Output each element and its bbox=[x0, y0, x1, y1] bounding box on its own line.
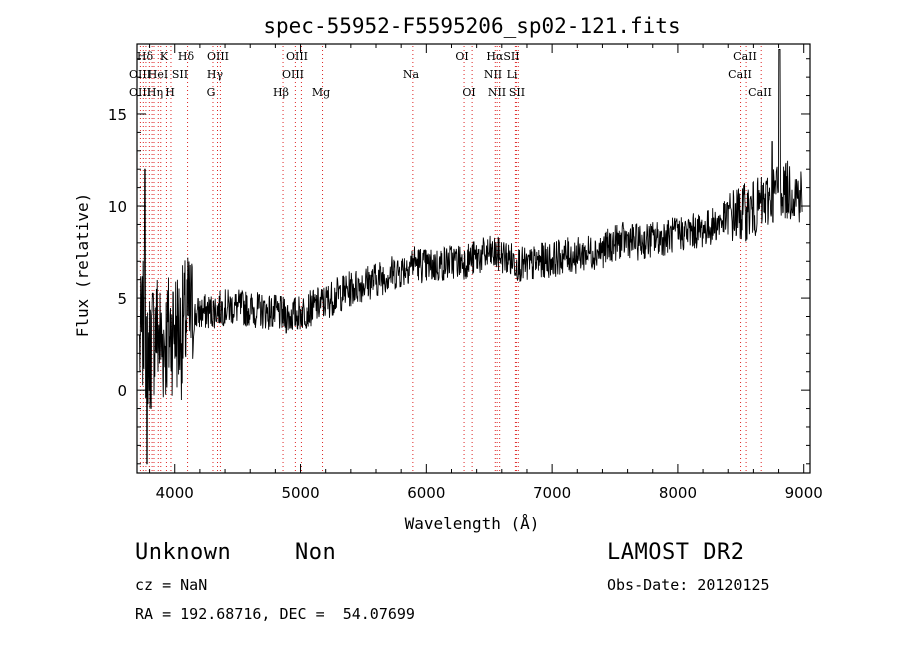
object-subclass: Non bbox=[295, 540, 337, 565]
line-label: Hβ bbox=[273, 86, 289, 99]
line-label: Hη bbox=[147, 86, 163, 99]
x-tick-label: 7000 bbox=[533, 484, 571, 502]
coordinates: RA = 192.68716, DEC = 54.07699 bbox=[135, 605, 415, 623]
line-label: Na bbox=[403, 68, 420, 81]
x-tick-label: 9000 bbox=[785, 484, 823, 502]
line-label: SII bbox=[509, 86, 525, 99]
line-label: G bbox=[207, 86, 216, 99]
x-axis-label: Wavelength (Å) bbox=[405, 514, 540, 533]
plot-frame bbox=[136, 43, 811, 474]
x-tick-label: 8000 bbox=[659, 484, 697, 502]
line-label: K bbox=[160, 50, 169, 63]
line-label: SII bbox=[172, 68, 188, 81]
line-label: CaII bbox=[728, 68, 752, 81]
y-tick-label: 15 bbox=[108, 106, 127, 124]
x-tick-label: 4000 bbox=[156, 484, 194, 502]
object-class: Unknown bbox=[135, 540, 232, 565]
line-label: Hγ bbox=[207, 68, 224, 81]
line-label: HαSII bbox=[486, 50, 519, 63]
y-axis: 0 5 10 15 bbox=[108, 58, 810, 465]
line-label: Hδ bbox=[137, 50, 154, 63]
x-axis: 4000 5000 6000 7000 8000 9000 bbox=[149, 44, 823, 502]
spectrum-line bbox=[139, 49, 803, 465]
line-label: OIII bbox=[129, 68, 151, 81]
line-label: HeI bbox=[148, 68, 168, 81]
spectrum-series bbox=[139, 49, 803, 465]
y-axis-label: Flux (relative) bbox=[73, 193, 92, 338]
chart-title: spec-55952-F5595206_sp02-121.fits bbox=[263, 14, 680, 38]
x-tick-label: 5000 bbox=[281, 484, 319, 502]
line-label: OIII bbox=[129, 86, 151, 99]
survey-name: LAMOST DR2 bbox=[607, 540, 745, 565]
line-label: CaII bbox=[748, 86, 772, 99]
y-tick-label: 0 bbox=[117, 382, 127, 400]
line-label: OI bbox=[455, 50, 468, 63]
line-label: OI bbox=[462, 86, 475, 99]
y-tick-label: 5 bbox=[117, 290, 127, 308]
line-label: NII bbox=[484, 68, 502, 81]
line-label: OIII bbox=[286, 50, 308, 63]
line-label: OIII bbox=[207, 50, 229, 63]
line-label: NII bbox=[488, 86, 506, 99]
line-label: H bbox=[165, 86, 175, 99]
line-label: Hδ bbox=[178, 50, 195, 63]
x-tick-label: 6000 bbox=[407, 484, 445, 502]
spectral-line-markers bbox=[139, 46, 762, 473]
y-tick-label: 10 bbox=[108, 198, 127, 216]
redshift: cz = NaN bbox=[135, 576, 208, 594]
line-label: CaII bbox=[733, 50, 757, 63]
line-label: Li bbox=[507, 68, 518, 81]
line-label: OIII bbox=[282, 68, 304, 81]
observation-date: Obs-Date: 20120125 bbox=[607, 576, 770, 594]
line-label: Mg bbox=[312, 86, 330, 99]
